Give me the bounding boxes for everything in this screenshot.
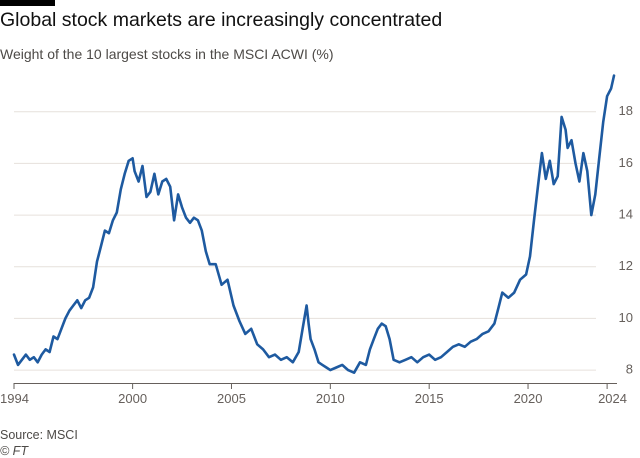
- ft-brand-bar: [0, 0, 55, 6]
- x-tick-label-2000: 2000: [118, 391, 147, 406]
- x-tick-label-2005: 2005: [217, 391, 246, 406]
- y-tick-label-8: 8: [626, 362, 633, 377]
- x-tick-label-1994: 1994: [0, 391, 29, 406]
- source-note: Source: MSCI: [0, 428, 78, 442]
- y-tick-label-18: 18: [619, 103, 633, 118]
- chart-subtitle: Weight of the 10 largest stocks in the M…: [0, 46, 334, 62]
- x-tick-label-2015: 2015: [415, 391, 444, 406]
- x-tick-label-2024: 2024: [598, 391, 627, 406]
- x-axis-tick-labels: 1994 2000 2005 2010 2015 2020 2024: [0, 383, 627, 406]
- y-axis-tick-labels: 8 10 12 14 16 18: [619, 103, 633, 376]
- series-line-top-10-weight: [12, 74, 616, 374]
- y-tick-label-16: 16: [619, 155, 633, 170]
- chart-title: Global stock markets are increasingly co…: [0, 9, 443, 31]
- y-tick-label-10: 10: [619, 310, 633, 325]
- x-tick-label-2020: 2020: [514, 391, 543, 406]
- y-tick-label-12: 12: [619, 258, 633, 273]
- ft-credit: © FT: [0, 444, 28, 458]
- y-tick-label-14: 14: [619, 207, 633, 222]
- x-tick-label-2010: 2010: [316, 391, 345, 406]
